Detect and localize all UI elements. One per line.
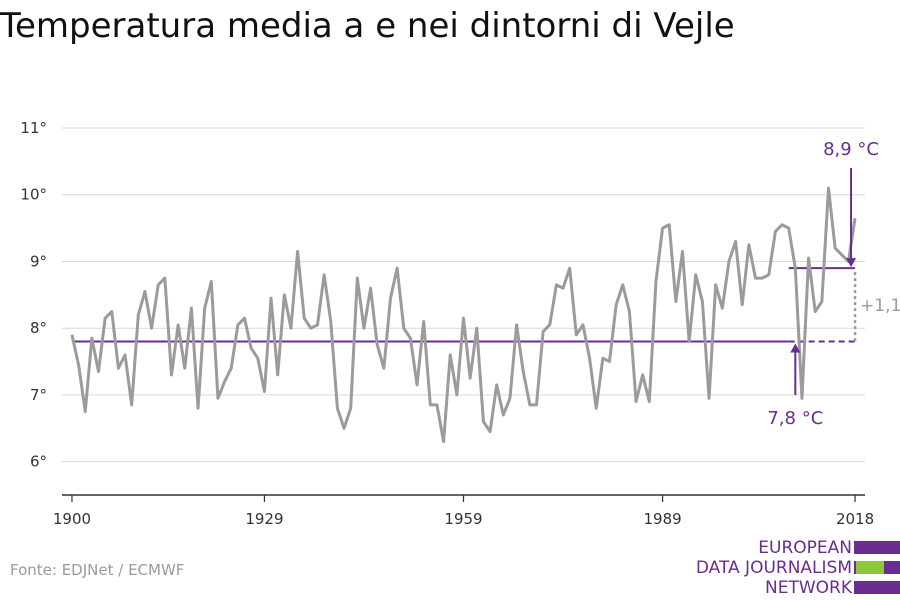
logo-line-3: NETWORK bbox=[765, 578, 852, 598]
label-8-9: 8,9 °C bbox=[823, 139, 879, 160]
y-tick-label: 10° bbox=[20, 186, 47, 204]
arrowhead-7-8 bbox=[790, 343, 801, 353]
x-tick-label: 1929 bbox=[245, 510, 283, 528]
label-7-8: 7,8 °C bbox=[767, 408, 823, 429]
logo-bar-middle bbox=[854, 561, 900, 574]
y-tick-label: 7° bbox=[30, 386, 47, 404]
logo-line-2: DATA JOURNALISM bbox=[695, 558, 852, 578]
y-tick-label: 9° bbox=[30, 252, 47, 270]
logo-bar-green bbox=[856, 561, 884, 574]
x-tick-label: 2018 bbox=[836, 510, 874, 528]
source-note: Fonte: EDJNet / ECMWF bbox=[10, 561, 185, 579]
x-axis-ticks: 1900 1929 1959 1989 2018 bbox=[53, 495, 874, 528]
chart-title: Temperatura media a e nei dintorni di Ve… bbox=[0, 6, 735, 46]
annotations: 8,9 °C 7,8 °C +1,1° bbox=[767, 139, 900, 429]
edjnet-logo: EUROPEAN DATA JOURNALISM NETWORK bbox=[690, 538, 900, 598]
temperature-series-line bbox=[70, 186, 857, 444]
y-tick-label: 11° bbox=[20, 119, 47, 137]
y-axis-ticks: 6° 7° 8° 9° 10° 11° bbox=[20, 119, 47, 471]
y-tick-label: 6° bbox=[30, 453, 47, 471]
y-tick-label: 8° bbox=[30, 319, 47, 337]
x-tick-label: 1959 bbox=[444, 510, 482, 528]
arrowhead-8-9 bbox=[846, 258, 857, 268]
logo-bar-top bbox=[854, 541, 900, 554]
label-difference: +1,1° bbox=[860, 296, 900, 316]
x-tick-label: 1989 bbox=[643, 510, 681, 528]
x-tick-label: 1900 bbox=[53, 510, 91, 528]
logo-line-1: EUROPEAN bbox=[758, 538, 852, 558]
logo-text: EUROPEAN DATA JOURNALISM NETWORK bbox=[696, 538, 852, 598]
logo-bar-bottom bbox=[854, 581, 900, 594]
